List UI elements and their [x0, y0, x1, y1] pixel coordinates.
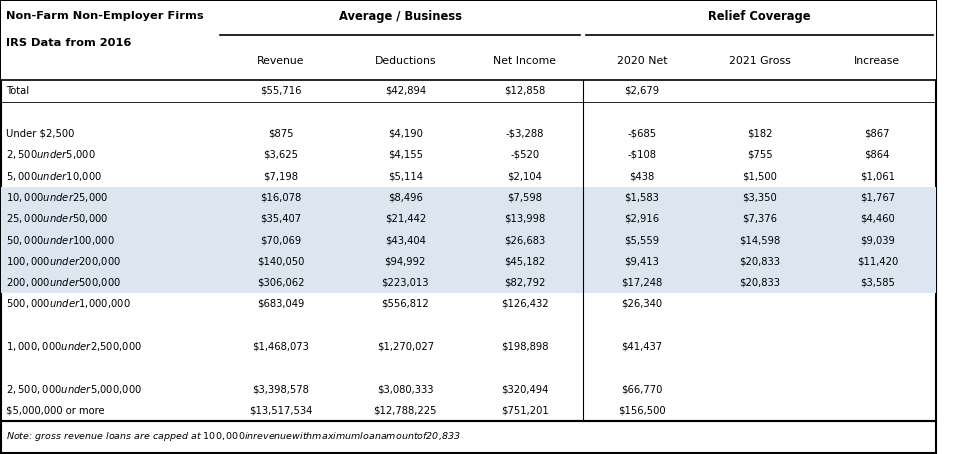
Text: $2,500,000 under $5,000,000: $2,500,000 under $5,000,000	[6, 383, 142, 395]
Text: $3,625: $3,625	[264, 150, 299, 160]
Text: $867: $867	[865, 128, 890, 138]
Text: $198,898: $198,898	[502, 341, 549, 351]
Bar	[1, 272, 936, 293]
Text: $500,000 under $1,000,000: $500,000 under $1,000,000	[6, 297, 131, 311]
Text: $4,190: $4,190	[387, 128, 423, 138]
Text: $5,114: $5,114	[387, 171, 423, 181]
Bar	[1, 208, 936, 229]
Text: $45,182: $45,182	[505, 257, 546, 266]
Text: IRS Data from 2016: IRS Data from 2016	[6, 39, 132, 49]
Text: $200,000 under $500,000: $200,000 under $500,000	[6, 276, 121, 289]
Text: Total: Total	[6, 86, 29, 96]
Text: Under $2,500: Under $2,500	[6, 128, 74, 138]
Text: $42,894: $42,894	[385, 86, 426, 96]
Text: $100,000 under $200,000: $100,000 under $200,000	[6, 255, 121, 268]
Text: $751,201: $751,201	[501, 405, 549, 415]
Text: $5,000,000 or more: $5,000,000 or more	[6, 405, 104, 415]
Text: $2,500 under $5,000: $2,500 under $5,000	[6, 148, 96, 161]
Text: $126,432: $126,432	[501, 299, 549, 309]
Text: $2,679: $2,679	[625, 86, 660, 96]
Bar	[1, 421, 936, 453]
Text: $1,000,000 under $2,500,000: $1,000,000 under $2,500,000	[6, 340, 142, 353]
Text: $12,788,225: $12,788,225	[374, 405, 437, 415]
Text: $156,500: $156,500	[618, 405, 666, 415]
Text: Net Income: Net Income	[494, 56, 556, 66]
Text: $82,792: $82,792	[505, 278, 546, 288]
Text: $12,858: $12,858	[505, 86, 546, 96]
Text: $41,437: $41,437	[621, 341, 663, 351]
Text: $4,155: $4,155	[387, 150, 423, 160]
Text: $875: $875	[268, 128, 294, 138]
Text: $2,916: $2,916	[625, 214, 660, 224]
Text: $14,598: $14,598	[739, 235, 780, 245]
Text: $11,420: $11,420	[857, 257, 898, 266]
Bar	[1, 1, 936, 80]
Text: $1,583: $1,583	[625, 192, 659, 202]
Text: $1,468,073: $1,468,073	[252, 341, 309, 351]
Text: $16,078: $16,078	[260, 192, 302, 202]
Text: $43,404: $43,404	[385, 235, 426, 245]
Text: $7,198: $7,198	[264, 171, 299, 181]
Text: Note: gross revenue loans are capped at $100,000 in revenue with maximum loan am: Note: gross revenue loans are capped at …	[6, 430, 461, 443]
Text: -$685: -$685	[628, 128, 656, 138]
Text: $10,000 under $25,000: $10,000 under $25,000	[6, 191, 108, 204]
Text: $306,062: $306,062	[257, 278, 305, 288]
Text: $3,585: $3,585	[860, 278, 895, 288]
Text: $35,407: $35,407	[261, 214, 302, 224]
Text: $5,559: $5,559	[625, 235, 660, 245]
Text: $320,494: $320,494	[502, 384, 549, 394]
Bar	[1, 187, 936, 208]
Text: -$108: -$108	[628, 150, 656, 160]
Text: $9,413: $9,413	[625, 257, 659, 266]
Text: $13,517,534: $13,517,534	[249, 405, 312, 415]
Text: $438: $438	[630, 171, 654, 181]
Text: $26,683: $26,683	[505, 235, 546, 245]
Text: $9,039: $9,039	[860, 235, 895, 245]
Text: $1,061: $1,061	[860, 171, 895, 181]
Text: Non-Farm Non-Employer Firms: Non-Farm Non-Employer Firms	[6, 11, 204, 21]
Text: $13,998: $13,998	[505, 214, 546, 224]
Text: $70,069: $70,069	[260, 235, 302, 245]
Text: 2020 Net: 2020 Net	[617, 56, 667, 66]
Text: Increase: Increase	[854, 56, 900, 66]
Text: $2,104: $2,104	[508, 171, 543, 181]
Text: $7,598: $7,598	[508, 192, 543, 202]
Bar	[1, 229, 936, 251]
Text: $50,000 under $100,000: $50,000 under $100,000	[6, 233, 115, 247]
Text: $20,833: $20,833	[739, 278, 780, 288]
Text: $25,000 under $50,000: $25,000 under $50,000	[6, 212, 108, 225]
Text: $20,833: $20,833	[739, 257, 780, 266]
Text: $21,442: $21,442	[385, 214, 426, 224]
Text: $3,350: $3,350	[742, 192, 777, 202]
Text: $7,376: $7,376	[742, 214, 777, 224]
Text: Relief Coverage: Relief Coverage	[709, 10, 811, 23]
Text: $223,013: $223,013	[382, 278, 429, 288]
Text: 2021 Gross: 2021 Gross	[729, 56, 791, 66]
Text: $17,248: $17,248	[621, 278, 663, 288]
Text: Average / Business: Average / Business	[339, 10, 462, 23]
Text: -$520: -$520	[510, 150, 540, 160]
Text: $94,992: $94,992	[385, 257, 426, 266]
Text: $3,398,578: $3,398,578	[252, 384, 309, 394]
Text: $182: $182	[747, 128, 772, 138]
Text: $26,340: $26,340	[621, 299, 663, 309]
Text: $556,812: $556,812	[382, 299, 429, 309]
Text: $140,050: $140,050	[257, 257, 305, 266]
Text: $4,460: $4,460	[860, 214, 895, 224]
Text: Deductions: Deductions	[375, 56, 436, 66]
Text: $1,767: $1,767	[860, 192, 895, 202]
Text: Revenue: Revenue	[257, 56, 305, 66]
Text: $55,716: $55,716	[260, 86, 302, 96]
Text: $66,770: $66,770	[621, 384, 663, 394]
Text: $5,000 under $10,000: $5,000 under $10,000	[6, 170, 102, 183]
Text: -$3,288: -$3,288	[506, 128, 545, 138]
Text: $683,049: $683,049	[257, 299, 305, 309]
Text: $1,500: $1,500	[742, 171, 777, 181]
Text: $8,496: $8,496	[387, 192, 423, 202]
Text: $3,080,333: $3,080,333	[377, 384, 433, 394]
Text: $755: $755	[747, 150, 772, 160]
Text: $864: $864	[865, 150, 890, 160]
Bar	[1, 251, 936, 272]
Text: $1,270,027: $1,270,027	[377, 341, 434, 351]
